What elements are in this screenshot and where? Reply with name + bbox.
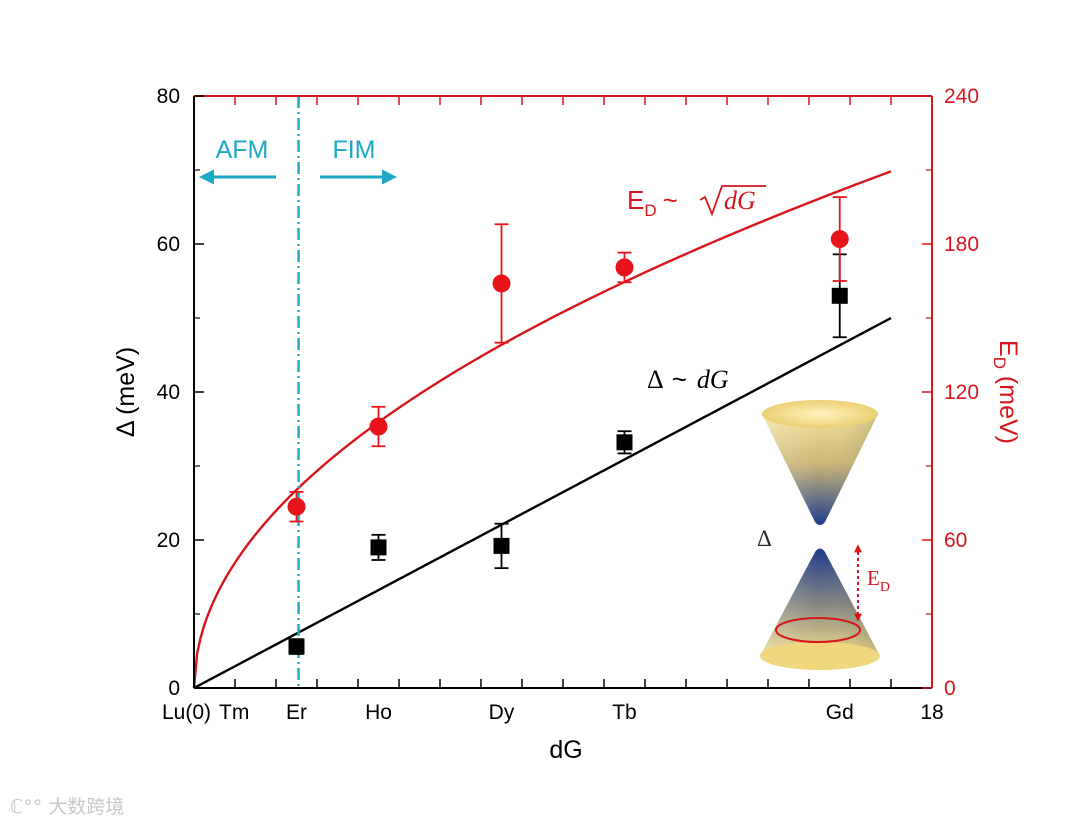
x-tick-label: Tb [612, 701, 637, 724]
delta-point [288, 638, 305, 655]
fim-label: FIM [332, 136, 375, 164]
sqrt-sign [699, 185, 766, 217]
x-tick-label: Dy [489, 701, 515, 724]
ed-fit-label: ED ~ [627, 185, 678, 220]
ed-sqrt-fit [192, 170, 892, 689]
y-tick-label-right: 60 [944, 529, 967, 552]
watermark: ℂ°° 大数跨境 [10, 792, 124, 819]
fermi-level-ring [775, 617, 861, 643]
fit-curves [192, 170, 892, 690]
delta-point [370, 539, 387, 556]
y-axis-title-right: ED (meV) [990, 340, 1022, 444]
y-tick-label-left: 60 [157, 233, 180, 256]
ed-point [369, 417, 388, 436]
inset-ed-label: ED [867, 566, 890, 595]
y-tick-label-right: 120 [944, 381, 979, 404]
y-tick-label-left: 0 [168, 677, 180, 700]
data-points [287, 196, 849, 655]
x-tick-label: Lu(0) [162, 701, 211, 724]
dirac-cone-inset: ED Δ [757, 400, 890, 670]
watermark-text: 大数跨境 [48, 796, 125, 818]
y-tick-label-right: 240 [944, 85, 979, 108]
x-tick-label: Ho [365, 701, 392, 724]
ed-point [287, 497, 306, 516]
upper-cone-cap [762, 400, 878, 428]
delta-point [493, 537, 510, 554]
lower-cone-base [760, 642, 880, 670]
y-axis-title-left: Δ (meV) [112, 347, 140, 437]
y-tick-label-left: 40 [157, 381, 180, 404]
y-tick-label-left: 20 [157, 529, 180, 552]
ed-fit-var: dG [724, 186, 756, 215]
x-axis-title: dG [549, 736, 582, 764]
x-tick-label: 18 [920, 701, 943, 724]
delta-point [616, 434, 633, 451]
delta-fit-label: Δ ~ dG [647, 364, 729, 394]
y-tick-label-right: 180 [944, 233, 979, 256]
x-tick-label: Er [286, 701, 307, 724]
y-tick-label-left: 80 [157, 85, 180, 108]
x-tick-label: Tm [219, 701, 249, 724]
watermark-logo-icon: ℂ°° [10, 796, 43, 818]
ed-point [492, 274, 511, 293]
x-tick-label: Gd [826, 701, 854, 724]
delta-point [831, 287, 848, 304]
ed-point [615, 258, 634, 277]
inset-gap-label: Δ [757, 526, 772, 551]
ed-point [830, 230, 849, 249]
delta-linear-fit [193, 316, 892, 690]
afm-label: AFM [216, 136, 269, 164]
y-tick-label-right: 0 [944, 677, 956, 700]
